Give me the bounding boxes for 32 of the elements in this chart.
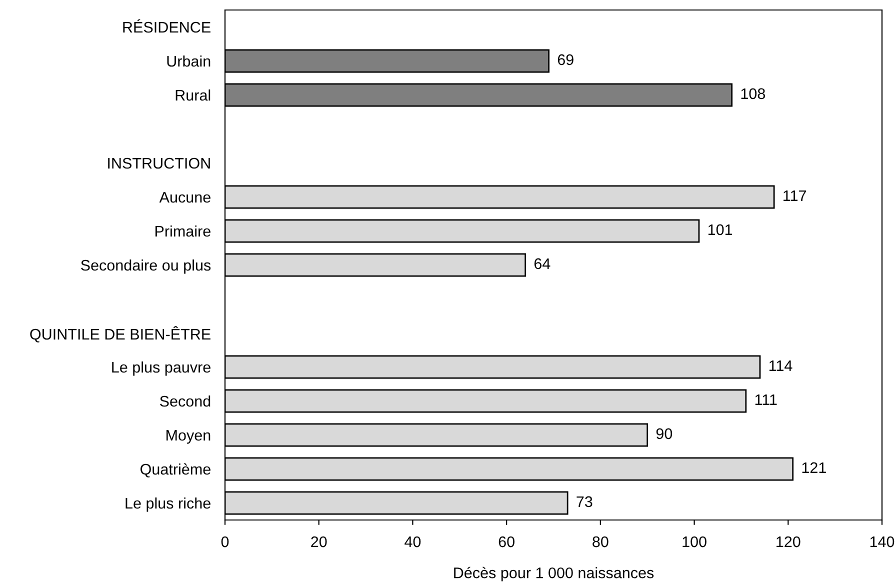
x-tick-label: 40 (404, 536, 421, 548)
y-tick-label: QUINTILE DE BIEN-ÊTRE (30, 326, 210, 342)
x-tick-label: 120 (776, 536, 800, 548)
y-tick-label: Moyen (166, 430, 210, 444)
y-tick-label: Second (160, 395, 210, 407)
y-tick-label: Quatrième (140, 463, 210, 478)
data-label: 101 (708, 224, 732, 236)
y-tick-label: Le plus riche (126, 497, 210, 512)
data-label: 114 (769, 360, 792, 371)
y-tick-label: RÉSIDENCE (123, 19, 210, 33)
data-label: 108 (741, 88, 765, 100)
data-label: 64 (534, 258, 550, 270)
x-axis-title: Décès pour 1 000 naissances (454, 566, 654, 582)
x-tick-label: 80 (592, 536, 608, 548)
data-label: 73 (576, 496, 592, 508)
data-label: 121 (802, 462, 826, 473)
x-tick-label: 60 (498, 536, 514, 548)
y-tick-label: Primaire (155, 225, 210, 237)
y-tick-label: Secondaire ou plus (81, 259, 211, 274)
data-label: 117 (784, 190, 806, 201)
data-label: 69 (558, 54, 574, 66)
x-tick-label: 20 (311, 536, 327, 548)
y-tick-label: Aucune (159, 192, 210, 203)
y-tick-label: Le plus pauvre (112, 361, 210, 376)
y-tick-label: INSTRUCTION (108, 158, 210, 169)
y-tick-label: Rural (176, 89, 210, 101)
data-label: 90 (656, 428, 672, 440)
x-tick-label: 100 (682, 536, 706, 548)
data-label: 111 (755, 394, 777, 405)
x-tick-label: 0 (221, 536, 229, 548)
y-tick-label: Urbain (167, 55, 210, 67)
x-tick-label: 140 (870, 536, 894, 548)
